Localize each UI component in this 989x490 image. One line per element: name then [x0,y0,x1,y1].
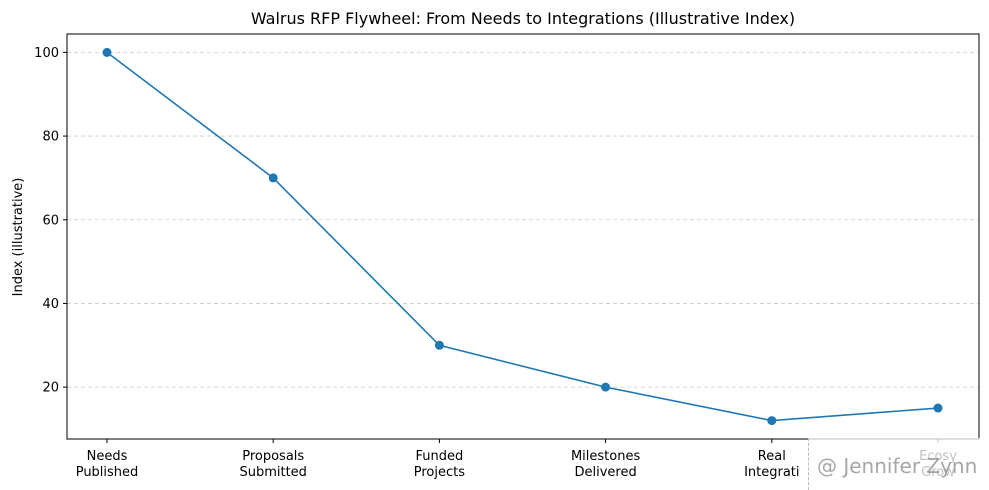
x-tick-label: Real Integrati [744,449,799,480]
x-tick-label: Funded Projects [414,449,465,480]
y-tick-label: 40 [42,297,59,312]
y-tick-label: 60 [42,213,59,228]
watermark-text: @ Jennifer Zynn [817,454,978,478]
watermark: @ Jennifer Zynn [808,438,989,490]
y-tick-label: 20 [42,381,59,396]
grid-lines [67,52,979,388]
data-point [434,340,444,350]
x-tick-label: Proposals Submitted [239,449,306,480]
chart-title: Walrus RFP Flywheel: From Needs to Integ… [251,9,795,28]
data-series [102,47,943,426]
x-tick-label: Needs Published [76,449,139,480]
axes: 20 40 60 80 100 Needs Published Proposals Submit… [34,33,980,480]
x-tick-label: Milestones Delivered [571,449,640,480]
data-point [933,403,943,413]
y-tick-label: 80 [42,130,59,145]
y-axis-label: Index (illustrative) [11,178,26,297]
plot-frame [66,33,980,440]
data-point [102,47,112,57]
series-line [106,51,939,422]
y-tick-label: 100 [34,46,59,61]
data-point [268,173,278,183]
data-point [767,416,777,426]
data-point [601,382,611,392]
